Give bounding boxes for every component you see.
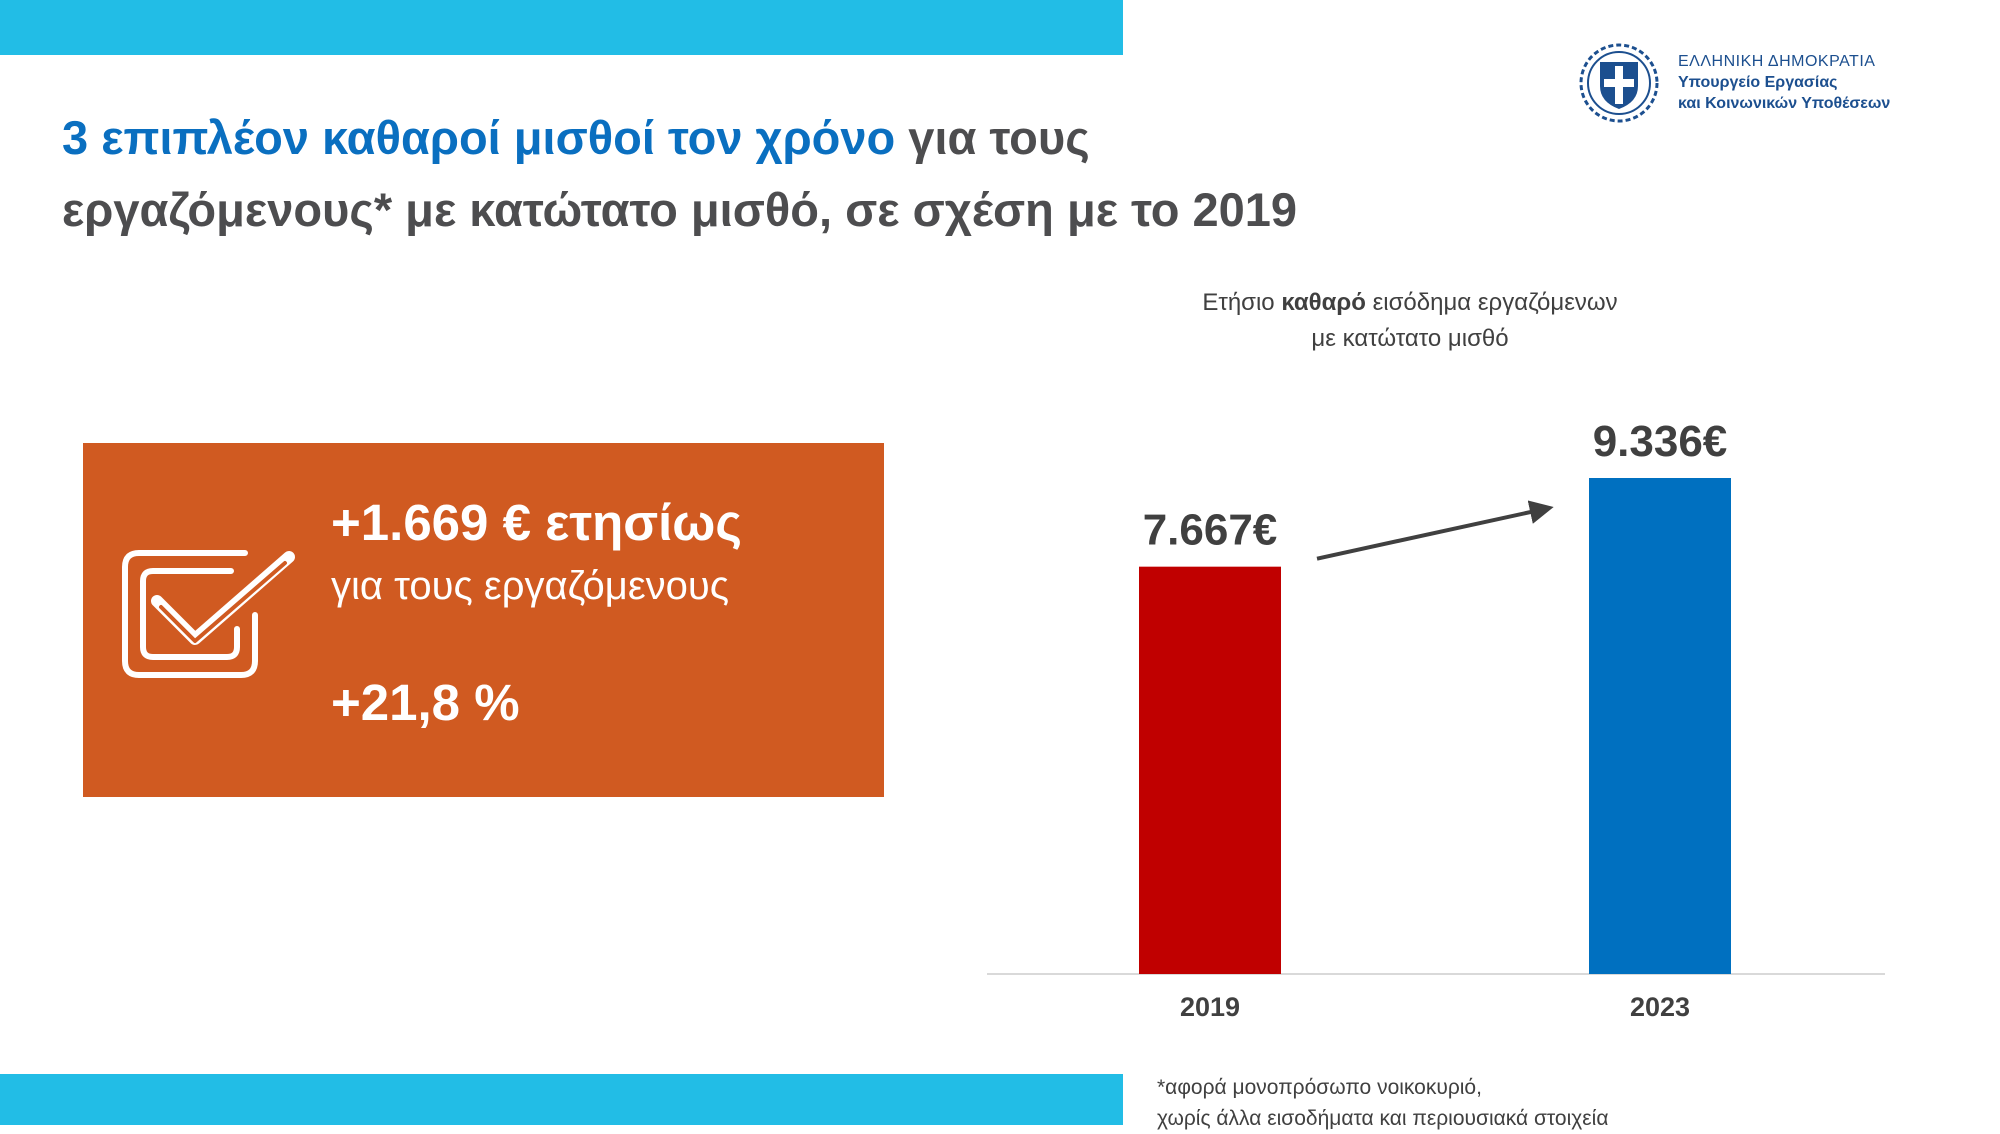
stat-percentage: +21,8 % (331, 674, 520, 731)
data-label-2019: 7.667€ (1143, 506, 1278, 555)
chart-title-bold: καθαρό (1281, 289, 1366, 316)
x-tick-2019: 2019 (1180, 992, 1240, 1022)
ministry-name: ΕΛΛΗΝΙΚΗ ΔΗΜΟΚΡΑΤΙΑ Υπουργείο Εργασίας κ… (1678, 51, 1890, 114)
org-ministry-line1: Υπουργείο Εργασίας (1678, 74, 1838, 91)
footnote-line1: *αφορά μονοπρόσωπο νοικοκυριό, (1157, 1076, 1482, 1099)
stat-main-value: +1.669 € ετησίως (331, 494, 742, 551)
org-country: ΕΛΛΗΝΙΚΗ ΔΗΜΟΚΡΑΤΙΑ (1678, 53, 1876, 70)
page-title-line2: εργαζόμενους* με κατώτατο μισθό, σε σχέσ… (62, 183, 1298, 236)
bar-2023 (1589, 478, 1731, 974)
page-title-rest: για τους (895, 111, 1090, 164)
stat-subtitle: για τους εργαζόμενους (331, 564, 730, 608)
data-label-2023: 9.336€ (1593, 417, 1728, 466)
page-title-highlight: 3 επιπλέον καθαροί μισθοί τον χρόνο (62, 111, 896, 164)
x-tick-2023: 2023 (1630, 992, 1690, 1022)
chart-title-suffix: εισόδημα εργαζόμενων (1365, 289, 1618, 316)
org-ministry-line2: και Κοινωνικών Υποθέσεων (1678, 95, 1891, 112)
top-accent-band (0, 0, 1123, 55)
greek-coat-of-arms-icon (1579, 43, 1659, 123)
footnote: *αφορά μονοπρόσωπο νοικοκυριό, χωρίς άλλ… (1157, 1072, 1608, 1134)
bar-2019 (1139, 566, 1281, 974)
income-bar-chart: 7.667€ 2019 9.336€ 2023 (987, 417, 1885, 1022)
chart-title-prefix: Ετήσιο (1202, 289, 1282, 316)
footnote-line2: χωρίς άλλα εισοδήματα και περιουσιακά στ… (1157, 1107, 1609, 1130)
stat-box: +1.669 € ετησίως για τους εργαζόμενους +… (83, 443, 884, 797)
checkbox-check-icon (122, 550, 295, 678)
chart-title: Ετήσιο καθαρό εισόδημα εργαζόμενων με κα… (1100, 285, 1720, 357)
bottom-accent-band (0, 1074, 1123, 1125)
arrow-up-right-icon (1316, 500, 1554, 561)
chart-title-line2: με κατώτατο μισθό (1311, 325, 1509, 352)
page-title: 3 επιπλέον καθαροί μισθοί τον χρόνο για … (62, 102, 1512, 246)
